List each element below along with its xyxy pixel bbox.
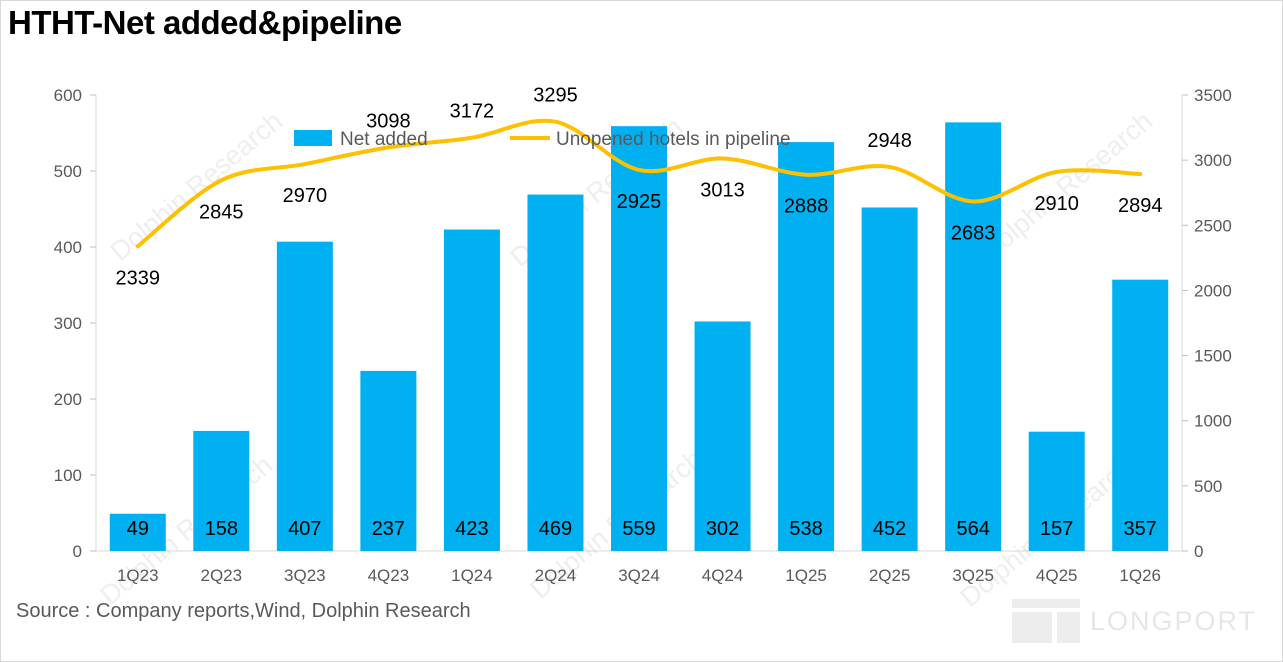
bar	[193, 430, 250, 551]
line-value-label: 2894	[1118, 195, 1163, 217]
y-left-tick-label: 600	[54, 86, 82, 105]
legend: Net added Unopened hotels in pipeline	[294, 129, 791, 150]
bar-value-label: 357	[1124, 518, 1157, 540]
y-right-tick-label: 1500	[1194, 347, 1232, 366]
line-value-label: 2925	[617, 191, 662, 213]
x-tick-label: 4Q25	[1036, 566, 1078, 585]
bar-value-label: 158	[205, 518, 238, 540]
bar-value-label: 302	[706, 518, 739, 540]
y-right-tick-label: 0	[1194, 542, 1203, 561]
pipeline-line	[135, 118, 1143, 249]
bar-value-label: 237	[372, 518, 405, 540]
bar-value-label: 469	[539, 518, 572, 540]
bar	[1112, 279, 1169, 551]
line-value-label: 3098	[366, 110, 411, 132]
line-value-label: 2683	[951, 222, 996, 244]
y-right-tick-label: 1000	[1194, 412, 1232, 431]
bar-value-label: 423	[455, 518, 488, 540]
y-right-tick-label: 3000	[1194, 151, 1232, 170]
bar-value-label: 564	[956, 518, 989, 540]
bar	[109, 513, 166, 551]
y-left-tick-label: 100	[54, 466, 82, 485]
watermark-text: Dolphin Research	[105, 106, 289, 267]
line-value-label: 2845	[199, 201, 244, 223]
x-tick-label: 2Q25	[869, 566, 911, 585]
bar	[694, 321, 751, 551]
line-value-label: 2970	[283, 185, 328, 207]
brand-text: LONGPORT	[1090, 605, 1258, 636]
y-right-tick-label: 500	[1194, 477, 1222, 496]
line-value-label: 3013	[700, 179, 745, 201]
bar	[276, 241, 333, 551]
x-tick-label: 3Q24	[618, 566, 660, 585]
y-left-tick-label: 0	[73, 542, 82, 561]
bar-value-label: 49	[127, 518, 149, 540]
x-tick-label: 1Q26	[1119, 566, 1161, 585]
y-left-tick-label: 300	[54, 314, 82, 333]
bar	[1028, 431, 1085, 551]
bar-value-label: 407	[288, 518, 321, 540]
line-value-label: 2888	[784, 196, 829, 218]
line-value-label: 3295	[533, 85, 578, 107]
x-tick-label: 3Q23	[284, 566, 326, 585]
line-value-label: 2339	[116, 267, 161, 289]
bar	[778, 142, 835, 551]
x-tick-label: 4Q23	[368, 566, 410, 585]
source-note: Source : Company reports,Wind, Dolphin R…	[16, 600, 471, 622]
brand-mark-icon	[1012, 599, 1080, 643]
legend-label-line: Unopened hotels in pipeline	[556, 129, 791, 150]
y-left-tick-label: 500	[54, 162, 82, 181]
bar-value-label: 452	[873, 518, 906, 540]
x-tick-label: 4Q24	[702, 566, 744, 585]
y-right-tick-label: 3500	[1194, 86, 1232, 105]
bar-value-label: 538	[789, 518, 822, 540]
bar	[527, 194, 584, 551]
bar	[360, 370, 417, 551]
brand-logo: LONGPORT	[1012, 598, 1257, 644]
y-right-tick-label: 2000	[1194, 281, 1232, 300]
line-value-label: 3172	[450, 101, 495, 123]
bar-value-label: 559	[622, 518, 655, 540]
x-tick-label: 2Q23	[201, 566, 243, 585]
x-tick-label: 1Q25	[785, 566, 827, 585]
line-value-label: 2910	[1034, 193, 1079, 215]
x-tick-label: 1Q23	[117, 566, 159, 585]
bar-series: 49 158 407 237 423 469 559 302 538 452 564 157 357	[109, 122, 1169, 552]
x-tick-label: 3Q25	[952, 566, 994, 585]
x-tick-label: 2Q24	[535, 566, 577, 585]
legend-label-bar: Net added	[340, 129, 428, 150]
chart-title: HTHT-Net added&pipeline	[8, 4, 402, 41]
x-tick-label: 1Q24	[451, 566, 493, 585]
line-value-label: 2948	[867, 130, 912, 152]
bar	[861, 207, 918, 552]
y-left-tick-label: 400	[54, 238, 82, 257]
legend-swatch-bar	[294, 130, 332, 146]
bar	[443, 229, 500, 551]
y-left-tick-label: 200	[54, 390, 82, 409]
watermark-text: Dolphin Research	[975, 106, 1159, 267]
bar	[611, 126, 667, 551]
bar	[945, 122, 1002, 552]
line-series: 2339 2845 2970 3098 3172 3295 2925 3013 2888 2948…	[116, 85, 1163, 290]
bar-value-label: 157	[1040, 518, 1073, 540]
y-right-tick-label: 2500	[1194, 216, 1232, 235]
